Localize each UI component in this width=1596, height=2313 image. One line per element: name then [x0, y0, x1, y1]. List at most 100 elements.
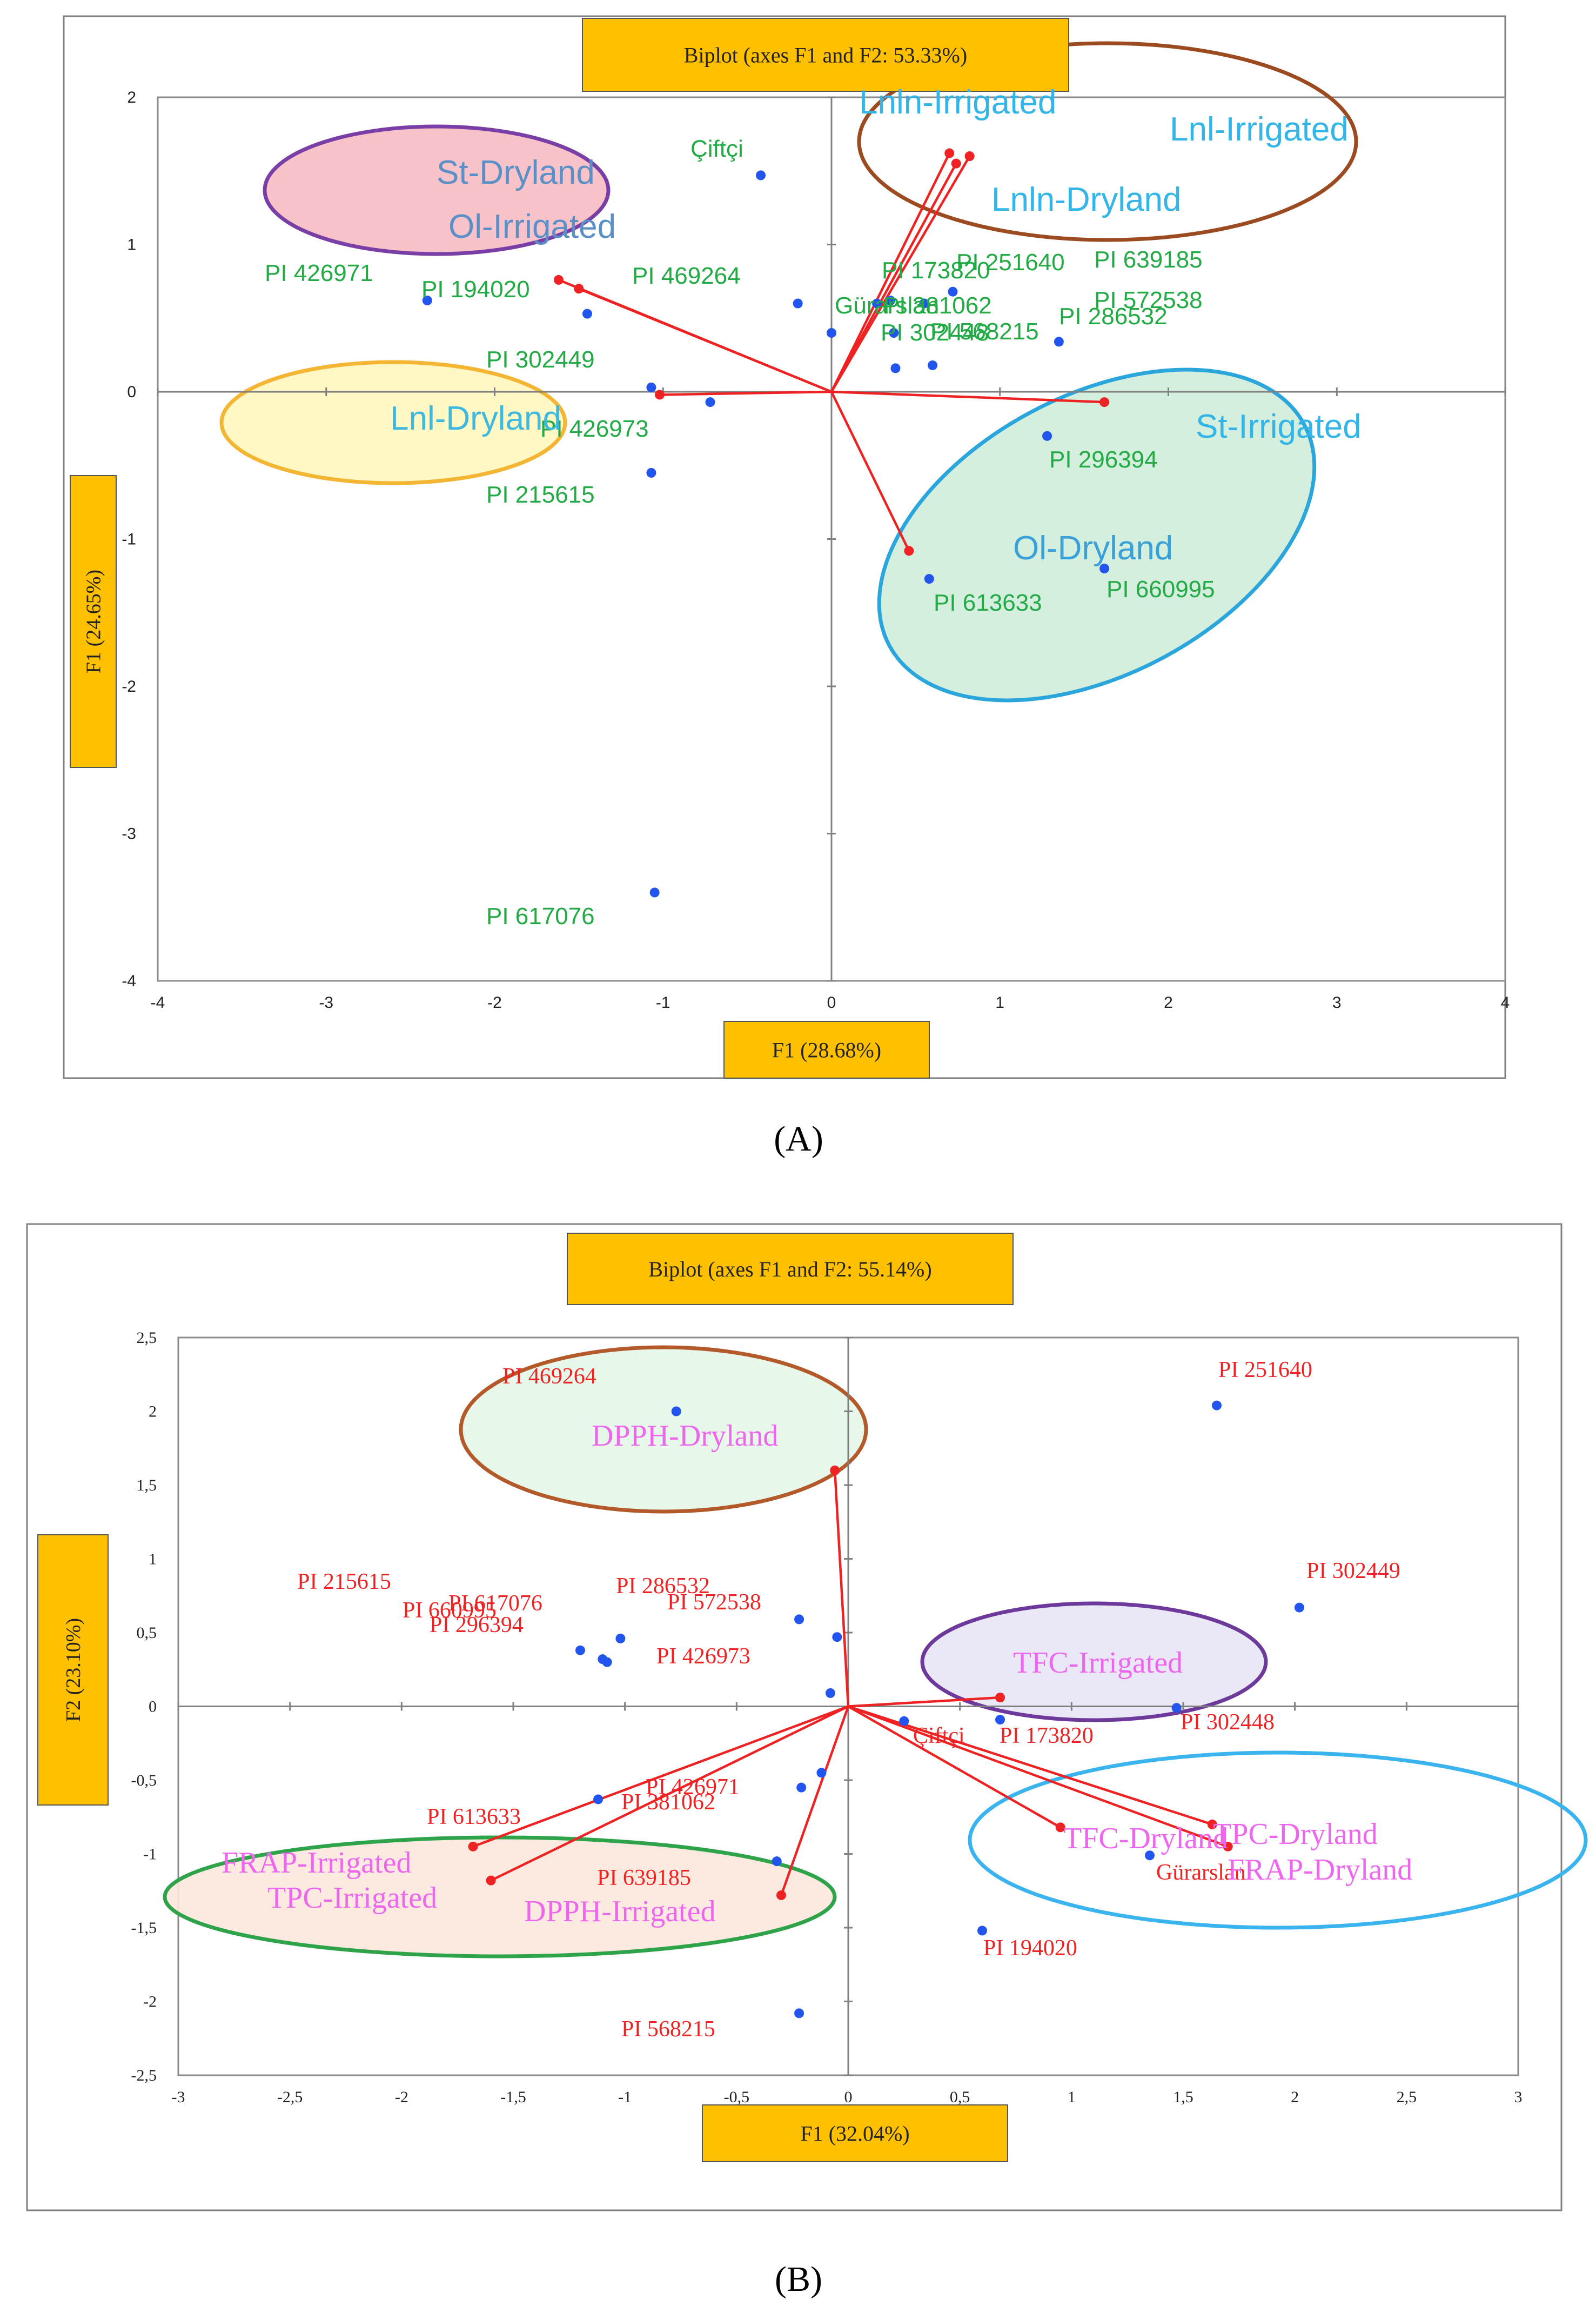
variable-label: Lnln-Irrigated	[859, 84, 1056, 121]
observation-label: PI 251640	[1218, 1358, 1312, 1382]
observation-point	[919, 298, 929, 309]
observation-point	[422, 296, 432, 306]
variable-vector	[780, 1706, 850, 1896]
variable-label: Lnln-Dryland	[991, 181, 1182, 218]
panel-label-b: (B)	[775, 2259, 822, 2299]
x-tick-label: -3	[172, 2088, 185, 2106]
observation-label: PI 286532	[1059, 303, 1168, 330]
x-tick-label: -2	[395, 2088, 408, 2106]
variable-label: Lnl-Dryland	[390, 400, 561, 437]
x-tick-label: 0	[844, 2088, 853, 2106]
variable-vector	[848, 1705, 1229, 1848]
panel-a: -4 -3 -2 -1 0 1 2 3 4 2 1 0 -1 -2 -3 -4 Biplot (axes F1 …	[63, 15, 1510, 1079]
observation-point	[1294, 1602, 1304, 1613]
observation-label: PI 660995	[1107, 576, 1215, 603]
observation-point	[1171, 1703, 1182, 1713]
observation-point	[602, 1657, 612, 1667]
variable-vector-tip	[486, 1875, 496, 1886]
observation-label: PI 426971	[265, 260, 373, 286]
variable-vector-tip	[1207, 1819, 1217, 1829]
observation-point	[1042, 431, 1052, 441]
y-tick-label: 1	[149, 1550, 157, 1568]
ellipse-dpph-dryland	[459, 1345, 868, 1514]
variable-vector	[848, 1705, 1213, 1826]
observation-label: PI 613633	[427, 1804, 521, 1829]
variable-label: DPPH-Irrigated	[524, 1895, 716, 1928]
observation-point	[1054, 337, 1064, 347]
ellipse-st-irrigated	[877, 367, 1317, 703]
observation-point	[889, 328, 899, 338]
observation-point	[593, 1794, 603, 1804]
observation-point	[793, 298, 803, 309]
x-tick-label: 4	[1501, 994, 1510, 1012]
observation-point	[756, 170, 766, 181]
observation-point	[827, 328, 836, 338]
y-tick-label: -2	[122, 678, 136, 696]
y-tick-label: -4	[122, 972, 136, 990]
observation-point	[1145, 1850, 1155, 1861]
variable-vector-tip	[830, 1465, 840, 1475]
observation-label: PI 426973	[540, 416, 649, 442]
chart-title-box	[582, 18, 1069, 92]
x-tick-label: -2,5	[277, 2088, 303, 2106]
variable-label: Ol-Dryland	[1013, 530, 1173, 567]
observation-label: Gürarslan	[1156, 1860, 1246, 1885]
variable-vector-tip	[1055, 1822, 1065, 1833]
x-tick-label: 1	[995, 994, 1004, 1012]
variable-label: St-Irrigated	[1196, 408, 1362, 445]
x-axis-label-box	[723, 1021, 930, 1079]
observation-point	[615, 1633, 626, 1643]
observation-point	[646, 467, 656, 478]
y-tick-label: -1,5	[131, 1919, 157, 1937]
observation-label: Çiftçi	[913, 1723, 965, 1748]
ellipse-lnln-irrigated	[857, 41, 1358, 242]
x-tick-label: 1,5	[1173, 2088, 1193, 2106]
x-tick-label: -0,5	[724, 2088, 750, 2106]
observation-point	[649, 887, 660, 898]
variable-vector-tip	[553, 275, 564, 285]
y-tick-label: -2,5	[131, 2067, 157, 2084]
y-tick-label: 1,5	[137, 1476, 157, 1494]
chart-title: Biplot (axes F1 and F2: 55.14%)	[648, 1257, 931, 1281]
variable-label: Ol-Irrigated	[448, 208, 616, 245]
observation-label: PI 613633	[934, 590, 1042, 616]
observation-label: Gürarslan	[835, 292, 939, 319]
y-axis-label: F2 (23.10%)	[62, 1618, 85, 1722]
variable-vector-tip	[964, 151, 975, 161]
y-tick-label: 0	[127, 383, 136, 401]
observation-point	[794, 1614, 804, 1625]
y-tick-label: -1	[122, 531, 136, 549]
variable-vector-tip	[944, 148, 955, 158]
observation-point	[995, 1715, 1005, 1725]
variable-vector	[847, 1705, 1061, 1829]
y-tick-label: 0,5	[137, 1624, 157, 1642]
y-tick-label: -0,5	[131, 1771, 157, 1789]
variable-vector-tip	[655, 390, 665, 400]
x-axis-label: F1 (32.04%)	[800, 2122, 909, 2146]
variable-vector	[848, 1696, 1001, 1708]
observation-point	[705, 397, 715, 407]
variable-vector-tip	[904, 546, 914, 556]
x-tick-label: 3	[1332, 994, 1342, 1012]
variable-label: TFC-Irrigated	[1013, 1646, 1183, 1680]
observation-point	[825, 1688, 835, 1698]
variable-vector	[472, 1705, 849, 1848]
observation-point	[1212, 1400, 1222, 1410]
observation-label: Çiftçi	[690, 136, 743, 162]
observation-point	[796, 1782, 807, 1793]
variable-vector	[830, 155, 971, 393]
observation-label: PI 568215	[930, 318, 1039, 345]
observation-point	[928, 360, 938, 370]
observation-label: PI 215615	[297, 1569, 391, 1594]
observation-label: PI 302448	[1181, 1710, 1275, 1735]
x-tick-label: -3	[319, 994, 333, 1012]
variable-vector-tip	[574, 284, 584, 294]
variable-label: TPC-Dryland	[1213, 1817, 1378, 1851]
observation-label: PI 572538	[667, 1590, 761, 1615]
observation-label: PI 469264	[502, 1364, 596, 1389]
observation-point	[899, 1716, 909, 1726]
observation-point	[872, 298, 882, 309]
variable-vector	[659, 390, 832, 396]
observation-label: PI 296394	[1049, 446, 1158, 473]
x-tick-label: 3	[1514, 2088, 1523, 2106]
